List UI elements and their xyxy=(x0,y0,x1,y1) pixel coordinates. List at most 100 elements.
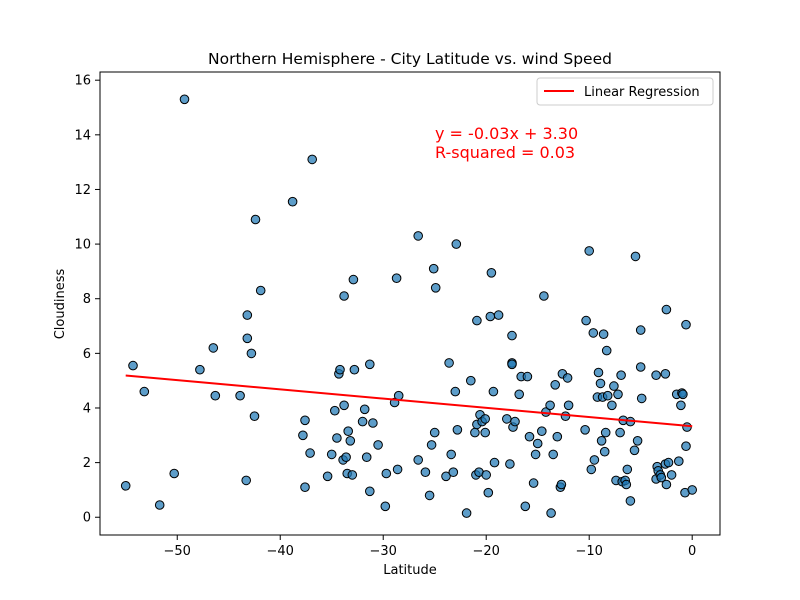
data-point xyxy=(681,319,691,330)
data-point xyxy=(489,457,500,468)
data-point xyxy=(530,449,541,460)
data-point xyxy=(466,375,476,386)
data-point xyxy=(656,472,667,483)
data-point xyxy=(687,485,698,495)
r-squared-text: R-squared = 0.03 xyxy=(435,143,575,162)
legend-regression-label: Linear Regression xyxy=(584,85,700,100)
x-tick-label: −40 xyxy=(267,544,294,559)
data-point xyxy=(461,508,472,518)
data-point xyxy=(546,508,556,518)
data-point xyxy=(507,359,517,370)
data-point xyxy=(139,386,150,397)
data-point xyxy=(589,455,600,465)
data-point xyxy=(481,470,492,480)
data-point xyxy=(613,389,623,400)
data-point xyxy=(584,246,595,256)
data-point xyxy=(391,273,402,284)
data-point xyxy=(255,285,266,296)
data-point xyxy=(595,378,606,389)
data-point xyxy=(210,390,221,401)
data-point xyxy=(507,330,517,341)
data-point xyxy=(300,415,310,426)
data-point xyxy=(347,470,358,480)
x-tick-label: −50 xyxy=(164,544,191,559)
data-point xyxy=(632,436,643,446)
data-point xyxy=(359,404,370,415)
data-point xyxy=(663,457,674,468)
data-point xyxy=(660,369,671,379)
data-point xyxy=(510,416,520,427)
data-point xyxy=(368,418,378,428)
data-point xyxy=(552,431,563,442)
data-point xyxy=(332,433,342,443)
y-axis-label: Cloudiness xyxy=(53,269,68,340)
data-point xyxy=(343,426,354,437)
data-point xyxy=(607,400,617,411)
data-point xyxy=(448,467,459,478)
data-point xyxy=(128,360,138,371)
data-point xyxy=(502,414,512,424)
axes-frame xyxy=(99,71,721,536)
data-point xyxy=(305,448,315,458)
data-point xyxy=(428,263,439,274)
data-point xyxy=(598,329,609,340)
data-point xyxy=(539,291,549,301)
data-point xyxy=(562,373,573,383)
data-point xyxy=(593,367,604,378)
data-point xyxy=(580,425,590,435)
data-point xyxy=(357,416,368,427)
regression-line xyxy=(125,374,693,428)
y-tick-label: 6 xyxy=(83,347,91,362)
y-tick-label: 2 xyxy=(83,456,91,471)
data-point xyxy=(601,345,612,356)
y-tick-label: 10 xyxy=(74,238,91,253)
data-point xyxy=(681,441,691,452)
data-point xyxy=(514,389,525,400)
data-point xyxy=(615,427,625,438)
y-tick-label: 12 xyxy=(74,183,91,198)
data-point xyxy=(581,315,591,326)
x-axis-ticks: −50 −40 −30 −20 −10 0 xyxy=(164,535,696,559)
regression-equation: y = -0.03x + 3.30 xyxy=(435,124,578,143)
data-point xyxy=(250,214,261,225)
data-point xyxy=(674,456,684,467)
data-point xyxy=(326,449,337,460)
data-point xyxy=(241,475,251,486)
data-point xyxy=(429,427,440,438)
x-tick-label: −30 xyxy=(370,544,397,559)
data-point xyxy=(505,459,515,469)
y-tick-label: 16 xyxy=(74,74,91,89)
y-tick-label: 8 xyxy=(83,292,91,307)
data-point xyxy=(556,479,567,490)
data-point xyxy=(676,400,686,411)
data-point xyxy=(335,364,345,375)
data-point xyxy=(622,464,633,475)
data-point xyxy=(341,452,351,463)
legend: Linear Regression xyxy=(536,77,714,106)
data-point xyxy=(661,304,672,315)
data-point xyxy=(537,426,547,437)
data-point xyxy=(446,449,457,460)
y-axis-ticks: 0 2 4 6 8 10 12 14 16 xyxy=(74,74,100,526)
data-point xyxy=(609,381,619,391)
data-point xyxy=(635,362,646,372)
data-point xyxy=(287,196,298,207)
data-points xyxy=(120,94,698,518)
data-point xyxy=(563,400,574,411)
data-point xyxy=(599,446,610,457)
data-point xyxy=(452,425,463,435)
data-point xyxy=(330,405,340,416)
data-point xyxy=(602,390,613,401)
data-point xyxy=(444,358,454,368)
data-point xyxy=(169,468,179,479)
data-point xyxy=(195,364,205,375)
data-point xyxy=(548,449,559,460)
data-point xyxy=(651,370,661,381)
data-point xyxy=(339,400,349,411)
data-point xyxy=(242,310,253,320)
data-point xyxy=(666,470,677,480)
data-point xyxy=(450,386,461,397)
data-point xyxy=(249,411,260,422)
data-point xyxy=(373,440,383,450)
